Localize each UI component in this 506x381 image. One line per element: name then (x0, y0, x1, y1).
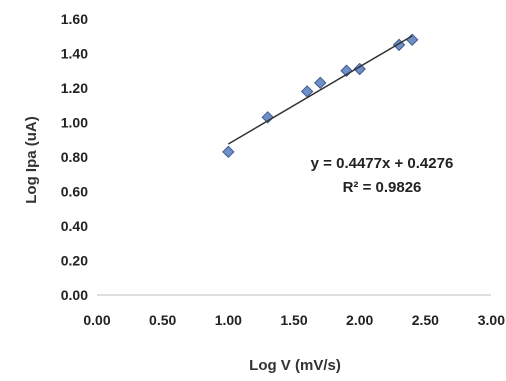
x-axis-label: Log V (mV/s) (249, 357, 341, 374)
y-tick-label: 1.00 (61, 115, 88, 131)
y-tick-label: 0.20 (61, 253, 88, 269)
y-tick-label: 0.00 (61, 287, 88, 303)
x-tick-label: 1.00 (215, 312, 242, 328)
data-markers (222, 33, 419, 159)
x-tick-label: 2.00 (346, 312, 373, 328)
x-tick-label: 0.50 (149, 312, 176, 328)
y-tick-label: 0.60 (61, 184, 88, 200)
x-tick-label: 0.00 (83, 312, 110, 328)
r-squared-label: R² = 0.9826 (343, 179, 422, 196)
y-tick-label: 1.20 (61, 80, 88, 96)
y-tick-label: 1.40 (61, 46, 88, 62)
data-point (222, 145, 235, 159)
x-tick-label: 1.50 (280, 312, 307, 328)
data-point (405, 33, 419, 46)
y-tick-label: 1.60 (61, 11, 88, 27)
x-axis-ticks: 0.00 0.50 1.00 1.50 2.00 2.50 3.00 (83, 312, 505, 328)
y-axis-label: Log Ipa (uA) (23, 116, 40, 203)
x-tick-label: 2.50 (412, 312, 439, 328)
y-tick-label: 0.80 (61, 149, 88, 165)
data-point (353, 62, 366, 76)
y-tick-label: 0.40 (61, 218, 88, 234)
data-point (314, 76, 327, 90)
trendline (227, 35, 413, 145)
x-tick-label: 3.00 (478, 312, 505, 328)
y-axis-ticks: 0.00 0.20 0.40 0.60 0.80 1.00 1.20 1.40 1.60 (61, 11, 88, 303)
equation-label: y = 0.4477x + 0.4276 (311, 155, 454, 172)
